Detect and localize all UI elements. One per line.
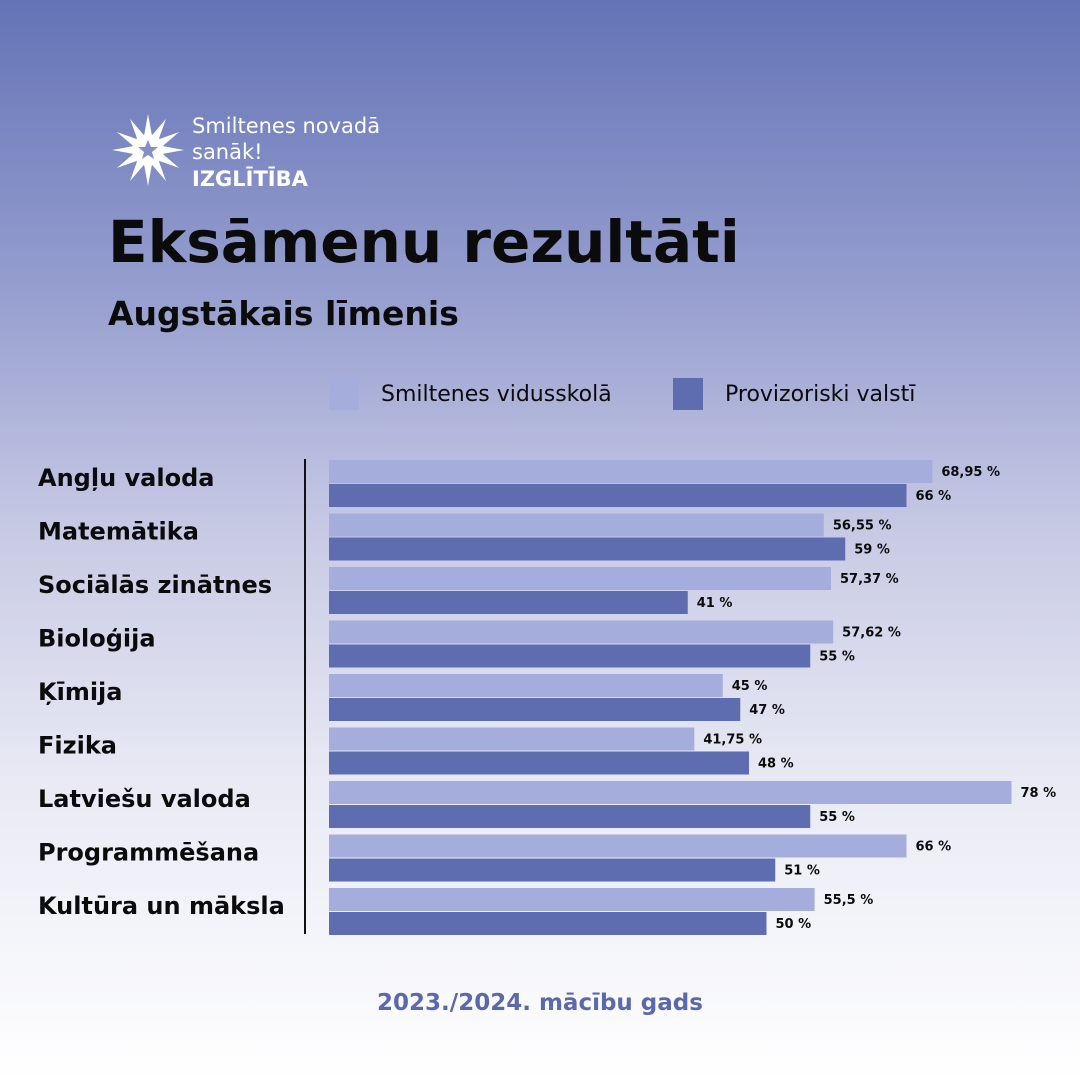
legend-swatch-school bbox=[329, 378, 359, 410]
data-label: 66 % bbox=[916, 489, 952, 504]
page-subtitle: Augstākais līmenis bbox=[108, 294, 459, 333]
data-label: 55,5 % bbox=[824, 893, 874, 908]
logo-text-line-1: Smiltenes novadā bbox=[192, 114, 381, 138]
bar-school bbox=[329, 620, 834, 644]
bar-national bbox=[329, 805, 811, 828]
legend-swatch-national bbox=[673, 378, 703, 410]
category-label: Sociālās zinātnes bbox=[38, 571, 272, 599]
logo-text-line-3: IZGLĪTĪBA bbox=[192, 167, 308, 191]
data-label: 41,75 % bbox=[703, 733, 762, 748]
data-label: 59 % bbox=[854, 543, 890, 558]
category-label: Angļu valoda bbox=[38, 464, 214, 492]
category-label: Matemātika bbox=[38, 518, 199, 546]
bar-school bbox=[329, 567, 831, 590]
data-label: 68,95 % bbox=[941, 465, 1000, 480]
bar-school bbox=[329, 460, 933, 483]
data-label: 51 % bbox=[784, 864, 820, 879]
legend-label-school: Smiltenes vidusskolā bbox=[381, 381, 612, 407]
data-label: 45 % bbox=[732, 679, 768, 694]
bar-national bbox=[329, 698, 741, 721]
bar-chart: Angļu valoda 68,95 % 66 % Matemātika 56,55 %… bbox=[38, 459, 1057, 935]
bar-national bbox=[329, 912, 767, 935]
data-label: 57,37 % bbox=[840, 572, 899, 587]
data-label: 50 % bbox=[776, 917, 812, 932]
category-label: Kultūra un māksla bbox=[38, 892, 285, 920]
data-label: 47 % bbox=[749, 703, 785, 718]
bar-school bbox=[329, 674, 723, 697]
bar-school bbox=[329, 727, 695, 751]
legend-item-school: Smiltenes vidusskolā bbox=[329, 378, 612, 410]
bar-school bbox=[329, 834, 907, 858]
data-label: 48 % bbox=[758, 757, 794, 772]
category-label: Bioloģija bbox=[38, 625, 156, 653]
bar-school bbox=[329, 781, 1012, 804]
category-label: Programmēšana bbox=[38, 839, 259, 867]
data-label: 55 % bbox=[819, 650, 855, 665]
bar-national bbox=[329, 644, 811, 668]
bar-school bbox=[329, 888, 815, 911]
logo: Smiltenes novadā sanāk! IZGLĪTĪBA bbox=[108, 110, 408, 194]
category-label: Fizika bbox=[38, 732, 117, 760]
data-label: 57,62 % bbox=[842, 626, 901, 641]
legend-item-national: Provizoriski valstī bbox=[673, 378, 915, 410]
bar-national bbox=[329, 537, 846, 561]
bar-school bbox=[329, 513, 824, 537]
logo-text-line-2: sanāk! bbox=[192, 140, 263, 164]
bar-national bbox=[329, 858, 776, 882]
data-label: 41 % bbox=[697, 596, 733, 611]
bar-national bbox=[329, 751, 749, 775]
bar-national bbox=[329, 484, 907, 507]
footer-school-year: 2023./2024. mācību gads bbox=[377, 990, 703, 1016]
data-label: 78 % bbox=[1021, 786, 1057, 801]
category-label: Ķīmija bbox=[38, 678, 122, 706]
data-label: 56,55 % bbox=[833, 519, 892, 534]
legend-label-national: Provizoriski valstī bbox=[725, 381, 916, 407]
data-label: 55 % bbox=[819, 810, 855, 825]
snowflake-burst-icon bbox=[112, 114, 184, 186]
category-label: Latviešu valoda bbox=[38, 785, 251, 813]
data-label: 66 % bbox=[916, 840, 952, 855]
page-title: Eksāmenu rezultāti bbox=[108, 208, 740, 276]
bar-national bbox=[329, 591, 688, 614]
